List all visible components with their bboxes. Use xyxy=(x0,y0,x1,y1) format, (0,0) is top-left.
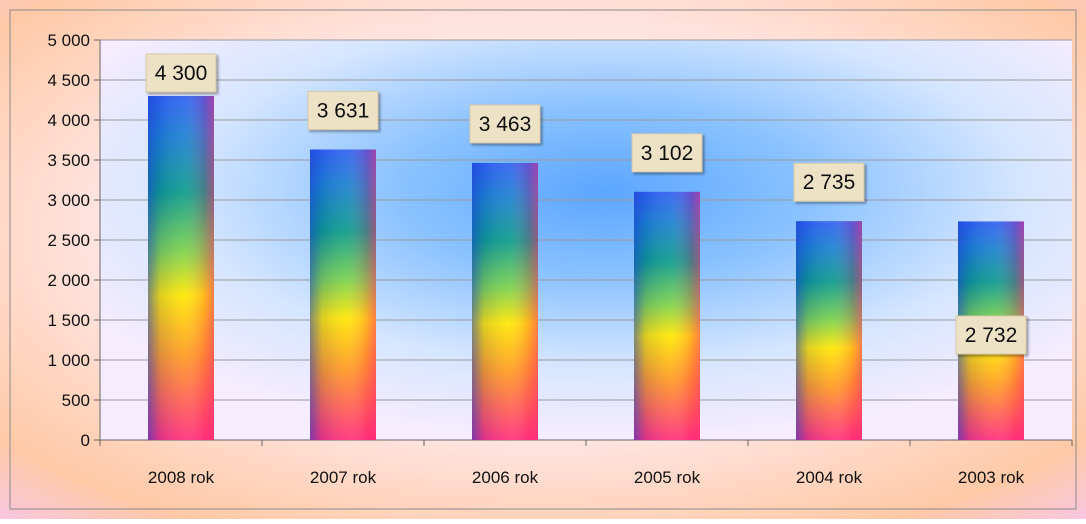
y-tick-label: 1 500 xyxy=(47,311,90,330)
axes: 0 500 1 000 1 500 2 000 2 500 3 000 3 500 4 000 4… xyxy=(47,31,1073,487)
data-labels: 4 300 3 631 3 463 3 102 2 735 2 732 xyxy=(145,53,1027,355)
data-label: 2 732 xyxy=(955,315,1027,355)
y-tick-label: 3 500 xyxy=(47,151,90,170)
bar-shading xyxy=(148,96,214,440)
data-label: 2 735 xyxy=(793,162,865,202)
data-label-box xyxy=(631,133,703,173)
bar-shading xyxy=(634,191,700,440)
bar-shading xyxy=(472,162,538,440)
data-label-value: 3 631 xyxy=(317,100,370,123)
x-category-label: 2006 rok xyxy=(472,468,539,487)
y-tick-label: 500 xyxy=(62,391,90,410)
y-tick-label: 2 000 xyxy=(47,271,90,290)
x-category-label: 2004 rok xyxy=(796,468,863,487)
data-label: 4 300 xyxy=(145,53,217,93)
y-tick-label: 3 000 xyxy=(47,191,90,210)
x-category-label: 2007 rok xyxy=(310,468,377,487)
data-label-box xyxy=(469,104,541,144)
data-label-value: 2 732 xyxy=(965,324,1018,347)
y-tick-label: 5 000 xyxy=(47,31,90,50)
y-tick-label: 1 000 xyxy=(47,351,90,370)
bar-shading xyxy=(310,149,376,440)
chart-border xyxy=(9,9,1077,510)
bar-shading xyxy=(796,221,862,440)
data-label-box xyxy=(955,315,1027,355)
data-label: 3 102 xyxy=(631,133,703,173)
y-tick-label: 0 xyxy=(81,431,90,450)
data-label-value: 4 300 xyxy=(155,62,208,85)
data-label-value: 3 463 xyxy=(479,113,532,136)
data-label-box xyxy=(793,162,865,202)
data-label: 3 463 xyxy=(469,104,541,144)
y-tick-label: 4 500 xyxy=(47,71,90,90)
gridlines xyxy=(100,39,1072,401)
data-label-box xyxy=(145,53,217,93)
x-category-label: 2003 rok xyxy=(958,468,1025,487)
data-label-box xyxy=(307,91,379,131)
y-tick-label: 4 000 xyxy=(47,111,90,130)
x-category-label: 2005 rok xyxy=(634,468,701,487)
data-label-value: 2 735 xyxy=(803,171,856,194)
data-label: 3 631 xyxy=(307,91,379,131)
x-category-label: 2008 rok xyxy=(148,468,215,487)
data-label-value: 3 102 xyxy=(641,142,694,165)
y-tick-label: 2 500 xyxy=(47,231,90,250)
